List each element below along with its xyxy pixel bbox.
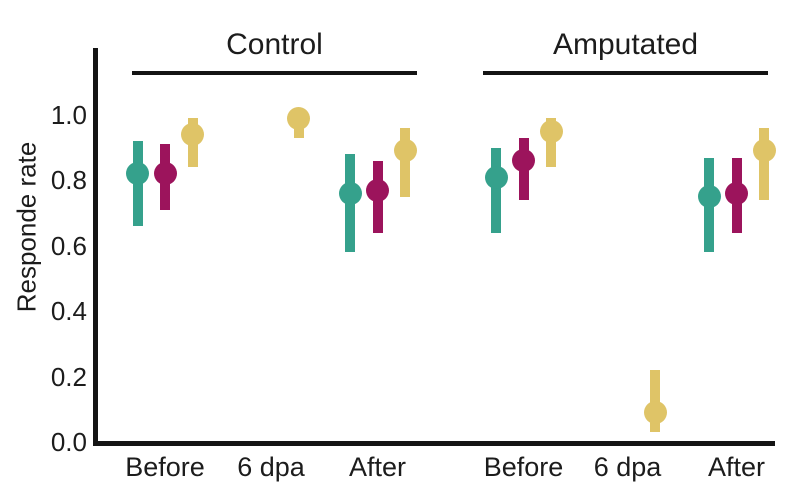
data-point-yellow — [752, 139, 776, 163]
data-point-yellow — [643, 401, 667, 425]
data-point-teal — [484, 165, 508, 189]
error-bar-teal — [491, 147, 501, 233]
x-tick-label: After — [707, 452, 766, 482]
facet-header: Control — [226, 28, 323, 61]
x-tick-label: Before — [125, 452, 205, 482]
y-axis — [93, 48, 98, 446]
data-point-magenta — [725, 181, 748, 205]
data-point-magenta — [153, 162, 177, 186]
error-bar-yellow — [759, 128, 769, 201]
data-point-teal — [126, 162, 149, 186]
x-tick-label: 6 dpa — [593, 452, 662, 482]
facet-header: Amputated — [552, 28, 699, 61]
data-point-yellow — [287, 106, 310, 130]
y-tick-label: 0.4 — [50, 296, 87, 327]
data-point-magenta — [512, 149, 535, 173]
data-point-yellow — [181, 123, 204, 147]
error-bar-yellow — [400, 128, 410, 197]
x-axis — [93, 441, 775, 446]
y-tick-label: 0.6 — [50, 230, 87, 261]
y-tick-label: 1.0 — [50, 100, 87, 130]
y-tick-label: 0.8 — [50, 165, 87, 196]
facet-underline — [132, 71, 417, 75]
data-point-teal — [697, 185, 721, 209]
x-tick-label: After — [348, 452, 407, 482]
y-tick-label: 0.2 — [50, 361, 87, 392]
data-point-magenta — [366, 178, 389, 202]
y-tick-label: 0.0 — [50, 427, 87, 457]
data-point-yellow — [393, 139, 417, 163]
x-tick-label: Before — [483, 452, 564, 482]
x-tick-label: 6 dpa — [237, 452, 305, 482]
data-point-teal — [338, 181, 362, 205]
data-point-yellow — [539, 119, 563, 143]
facet-underline — [483, 71, 768, 75]
